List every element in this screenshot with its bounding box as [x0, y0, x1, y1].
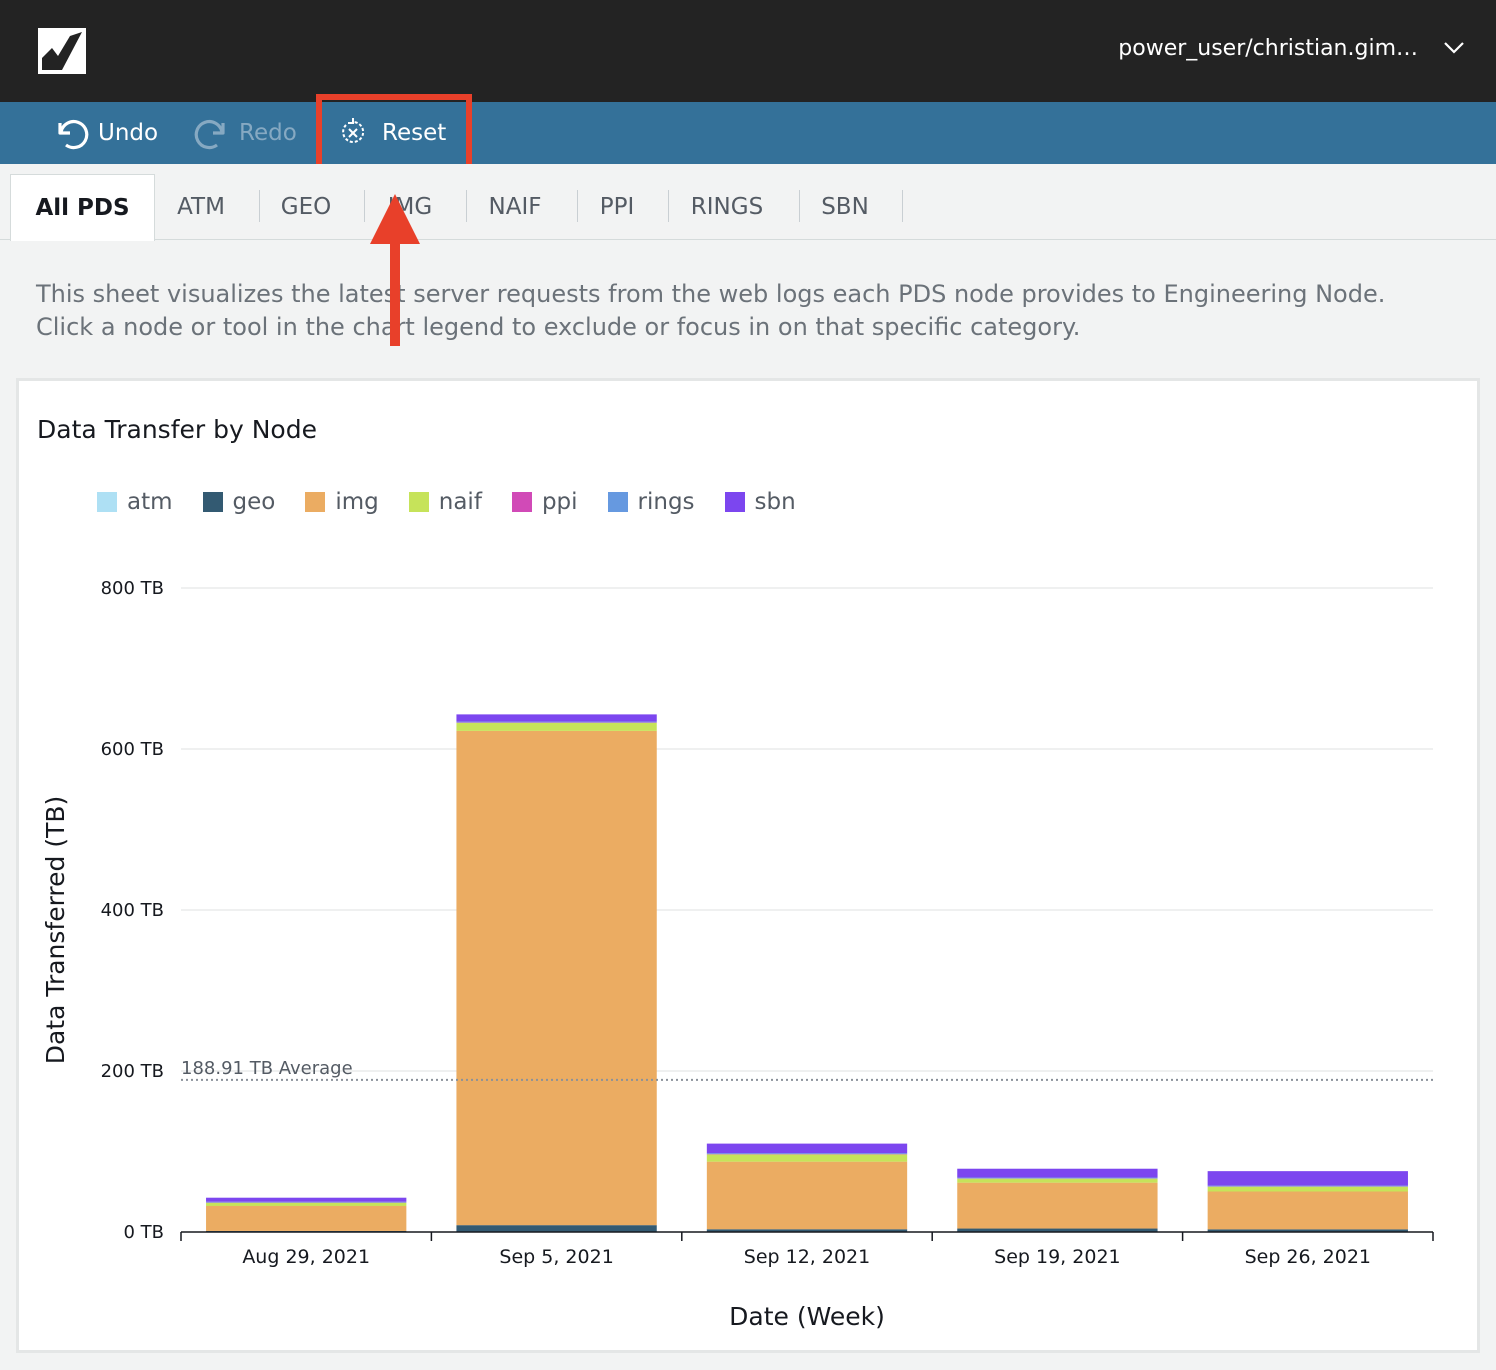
tab-separator: [799, 190, 800, 222]
bar-segment-img[interactable]: [957, 1182, 1158, 1229]
bar-segment-sbn[interactable]: [706, 1143, 908, 1154]
stacked-bar-chart[interactable]: 0 TB 200 TB 400 TB 600 TB 800 TB Aug 29, 2021…: [19, 381, 1477, 1350]
legend-label: naif: [438, 489, 482, 515]
bar-segment-sbn[interactable]: [1207, 1171, 1408, 1186]
reset-label: Reset: [382, 120, 447, 146]
tab-naif[interactable]: NAIF: [488, 194, 542, 220]
chart-legend: atm geo img naif ppi rings sbn: [97, 489, 826, 515]
y-axis-title: Data Transferred (TB): [41, 796, 70, 1065]
legend-label: atm: [127, 489, 173, 515]
visual-title: Data Transfer by Node: [37, 415, 317, 444]
bar-segment-sbn[interactable]: [206, 1197, 407, 1202]
legend-label: rings: [637, 489, 695, 515]
bar-segment-img[interactable]: [706, 1161, 908, 1230]
tab-separator: [259, 190, 260, 222]
bar-segment-sbn[interactable]: [456, 714, 657, 722]
bar-segment-rings[interactable]: [957, 1177, 1158, 1179]
bar-segment-geo[interactable]: [706, 1229, 908, 1232]
bar-segment-rings[interactable]: [1207, 1185, 1408, 1187]
x-tick-label: Sep 19, 2021: [994, 1246, 1120, 1268]
x-tick-label: Sep 5, 2021: [499, 1246, 613, 1268]
description-line-2: Click a node or tool in the chart legend…: [36, 313, 1081, 341]
bar-segment-rings[interactable]: [706, 1153, 908, 1155]
redo-label: Redo: [239, 120, 297, 146]
bar-segment-naif[interactable]: [456, 722, 657, 731]
y-tick-label: 400 TB: [101, 900, 164, 921]
reset-icon: [342, 118, 365, 143]
y-tick-label: 0 TB: [123, 1222, 164, 1243]
y-tick-label: 600 TB: [101, 739, 164, 760]
legend-item-sbn[interactable]: sbn: [724, 489, 796, 515]
bar-segment-sbn[interactable]: [957, 1168, 1158, 1178]
y-tick-label: 200 TB: [101, 1061, 164, 1082]
legend-item-img[interactable]: img: [305, 489, 379, 515]
legend-swatch: [724, 492, 745, 512]
bar-segment-geo[interactable]: [957, 1228, 1158, 1232]
tab-all-pds[interactable]: All PDS: [10, 174, 155, 241]
legend-swatch: [202, 492, 223, 512]
bar-segment-geo[interactable]: [456, 1225, 657, 1232]
tab-separator: [364, 190, 365, 222]
bar-segment-naif[interactable]: [957, 1178, 1158, 1183]
tab-separator: [466, 190, 467, 222]
legend-item-naif[interactable]: naif: [408, 489, 482, 515]
legend-label: ppi: [541, 489, 578, 515]
bar-segment-naif[interactable]: [1207, 1186, 1408, 1192]
tab-rings[interactable]: RINGS: [690, 194, 764, 220]
sheet-tabs: All PDS ATM GEO IMG NAIF PPI RINGS SBN: [0, 164, 1496, 241]
top-bar: power_user/christian.gim…: [0, 0, 1496, 102]
x-axis-title: Date (Week): [729, 1302, 885, 1331]
undo-button[interactable]: Undo: [52, 102, 158, 164]
description-line-1: This sheet visualizes the latest server …: [36, 280, 1386, 308]
legend-swatch: [607, 492, 628, 512]
y-tick-label: 800 TB: [101, 578, 164, 599]
visual-card[interactable]: Data Transfer by Node atm geo img naif p…: [16, 378, 1480, 1353]
tab-ppi[interactable]: PPI: [599, 194, 635, 220]
reset-highlight-box: [316, 94, 472, 174]
tab-atm[interactable]: ATM: [177, 194, 225, 220]
tab-sbn[interactable]: SBN: [821, 194, 869, 220]
legend-swatch: [408, 492, 429, 512]
bar-segment-naif[interactable]: [706, 1154, 908, 1162]
bar-segment-img[interactable]: [456, 730, 657, 1226]
sheet-description: This sheet visualizes the latest server …: [36, 278, 1466, 344]
legend-label: img: [335, 489, 379, 515]
redo-button[interactable]: Redo: [193, 102, 297, 164]
bar-segment-img[interactable]: [1207, 1191, 1408, 1230]
x-tick-label: Sep 12, 2021: [744, 1246, 870, 1268]
tab-separator: [902, 190, 903, 222]
x-tick-label: Aug 29, 2021: [242, 1246, 370, 1268]
bar-segment-geo[interactable]: [1207, 1229, 1408, 1232]
toolbar: Undo Redo Reset: [0, 102, 1496, 164]
user-menu[interactable]: power_user/christian.gim…: [1118, 36, 1418, 61]
legend-item-geo[interactable]: geo: [202, 489, 276, 515]
legend-swatch: [511, 492, 532, 512]
legend-label: geo: [232, 489, 276, 515]
annotation-arrow-icon: [370, 194, 420, 346]
quicksight-logo-icon[interactable]: [38, 28, 86, 74]
bar-segment-rings[interactable]: [206, 1201, 407, 1203]
average-reference-label: 188.91 TB Average: [181, 1058, 353, 1079]
legend-swatch: [305, 492, 326, 512]
reset-button[interactable]: Reset: [336, 102, 446, 164]
tab-separator: [668, 190, 669, 222]
x-tick-label: Sep 26, 2021: [1245, 1246, 1371, 1268]
chevron-down-icon[interactable]: [1442, 38, 1466, 58]
legend-label: sbn: [754, 489, 796, 515]
legend-item-atm[interactable]: atm: [97, 489, 173, 515]
tab-separator: [577, 190, 578, 222]
legend-item-ppi[interactable]: ppi: [511, 489, 578, 515]
tab-geo[interactable]: GEO: [280, 194, 332, 220]
legend-swatch: [97, 492, 117, 512]
undo-icon: [58, 119, 89, 150]
bar-segment-rings[interactable]: [456, 721, 657, 723]
bar-segment-img[interactable]: [206, 1205, 407, 1231]
bar-segment-naif[interactable]: [206, 1202, 407, 1206]
undo-label: Undo: [98, 120, 159, 146]
legend-item-rings[interactable]: rings: [607, 489, 695, 515]
redo-icon: [194, 119, 225, 150]
